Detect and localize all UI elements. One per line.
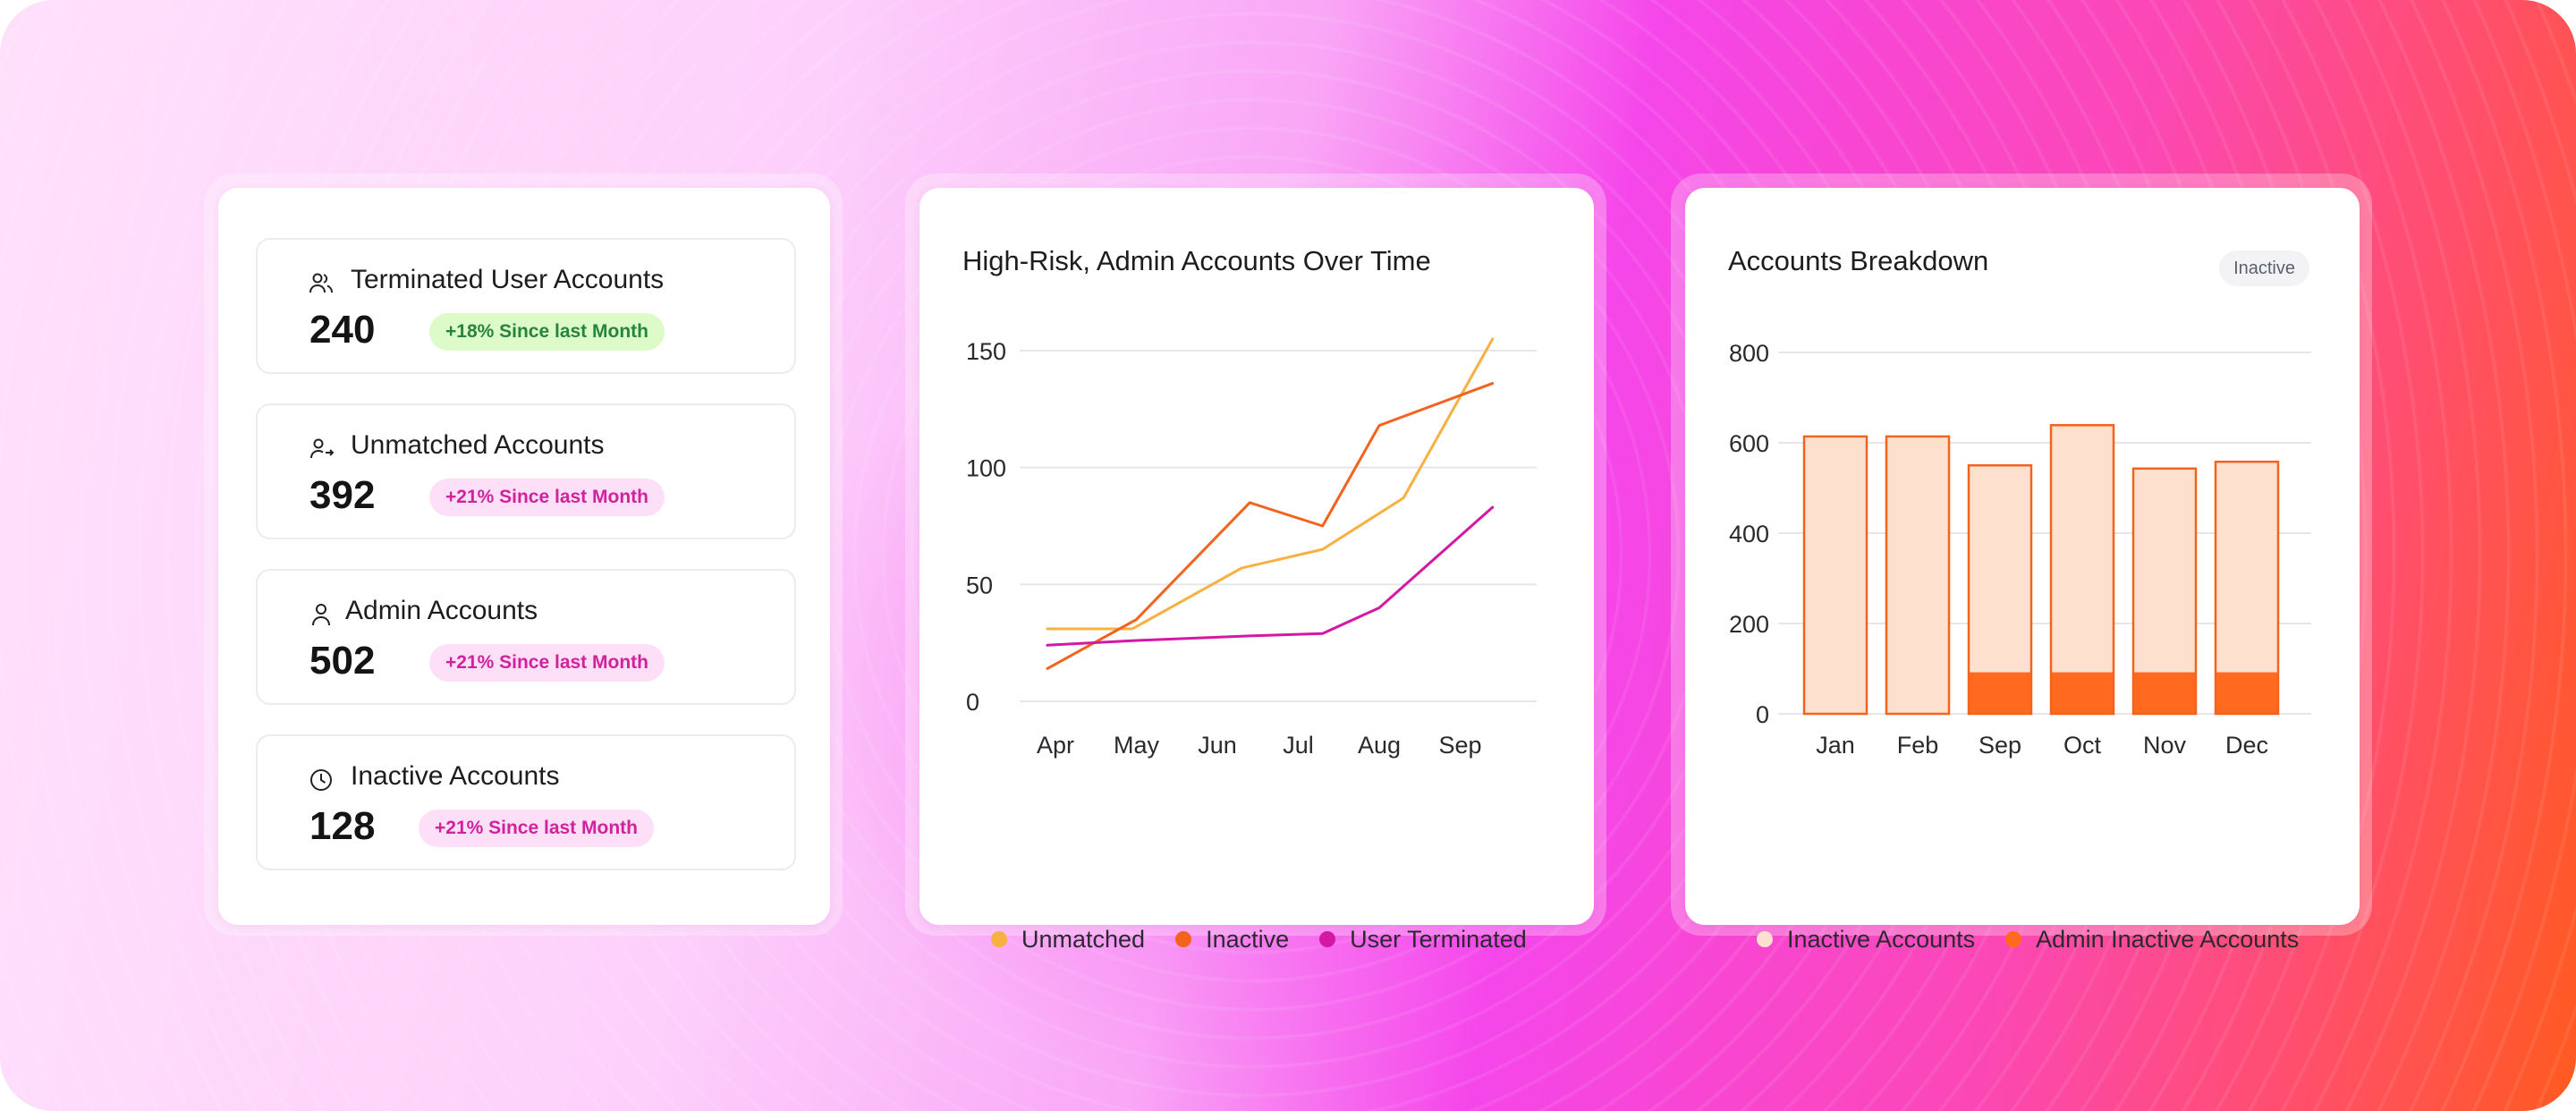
bar-x-tick: Jan [1816,732,1855,759]
bar-x-tick: Dec [2225,732,2268,759]
bar-y-tick: 600 [1729,430,1769,457]
stat-change-badge: +21% Since last Month [419,810,654,847]
stat-title: Inactive Accounts [351,761,560,791]
legend-dot [1757,931,1773,947]
line-series-user_terminated[interactable] [1046,505,1495,647]
stats-card: Terminated User Accounts 240 +18% Since la… [218,188,830,925]
bar-inactive-accounts[interactable] [1886,436,1949,714]
bar-chart-title: Accounts Breakdown [1728,245,1989,276]
bar-x-tick: Nov [2143,732,2187,759]
line-x-tick: Jul [1283,732,1314,759]
bar-outline [1885,435,1951,716]
stat-change-badge: +21% Since last Month [429,479,665,516]
stat-change-badge: +18% Since last Month [429,313,665,351]
bar-y-tick: 800 [1729,340,1769,367]
legend-dot [991,931,1007,947]
line-x-tick: Sep [1438,732,1481,759]
bar-outline [2049,424,2115,716]
bar-inactive-accounts[interactable] [1969,465,2031,673]
bar-outline [1967,464,2033,716]
legend-item-bar_dark[interactable]: Admin Inactive Accounts [2005,926,2299,954]
stat-title: Unmatched Accounts [351,430,605,460]
bar-outline [1802,435,1868,716]
legend-item-user_terminated[interactable]: User Terminated [1319,926,1527,954]
bar-x-tick: Sep [1979,732,2021,759]
bar-chart-card: Accounts Breakdown Inactive 0 200 400 600 80… [1685,188,2360,953]
line-series-inactive[interactable] [1046,382,1495,670]
legend-item-inactive[interactable]: Inactive [1175,926,1289,954]
stat-value: 240 [309,308,376,352]
legend-label: Admin Inactive Accounts [2036,925,2300,953]
line-x-tick: Aug [1358,732,1401,759]
bar-admin-inactive-accounts[interactable] [2216,672,2278,714]
bar-inactive-accounts[interactable] [2133,468,2196,673]
line-x-tick: Jun [1198,732,1237,759]
legend-label: User Terminated [1350,925,1527,953]
legend-item-unmatched[interactable]: Unmatched [991,926,1145,954]
stat-change-badge: +21% Since last Month [429,644,665,682]
bar-chart: 0 200 400 600 800 Jan Feb Sep Oct Nov Dec [1729,340,2311,759]
bar-inactive-accounts[interactable] [2216,462,2278,673]
user-arrow-icon [308,436,335,462]
inactive-filter-pill[interactable]: Inactive [2219,250,2309,286]
line-y-tick: 100 [966,455,1006,482]
bar-admin-inactive-accounts[interactable] [1969,672,2031,714]
stat-title: Terminated User Accounts [351,265,665,294]
stat-value: 128 [309,804,376,848]
line-y-tick: 150 [966,338,1006,365]
bar-y-tick: 200 [1729,611,1769,638]
bar-x-tick: Feb [1897,732,1939,759]
bar-outline [2214,460,2280,716]
line-chart-title: High-Risk, Admin Accounts Over Time [962,245,1431,276]
bar-inactive-accounts[interactable] [2051,425,2114,673]
stat-card-1[interactable]: Terminated User Accounts 240 +18% Since la… [256,238,796,374]
line-chart-card: High-Risk, Admin Accounts Over Time 0 50 1… [919,188,1594,953]
stat-title: Admin Accounts [345,596,538,625]
users-icon [308,270,335,297]
bar-admin-inactive-accounts[interactable] [2133,672,2196,714]
bar-y-tick: 400 [1729,521,1769,547]
legend-label: Inactive [1206,925,1290,953]
legend-dot [2005,931,2022,947]
line-x-tick: Apr [1037,732,1074,759]
bar-x-tick: Oct [2063,732,2102,759]
user-icon [308,601,335,628]
stat-value: 392 [309,473,376,517]
stat-card-2[interactable]: Unmatched Accounts 392 +21% Since last Mon… [256,403,796,539]
stat-value: 502 [309,639,376,683]
bar-chart-legend: Inactive Accounts Admin Inactive Accounts [1757,921,2299,957]
line-chart: 0 50 100 150 Apr May Jun Jul Aug Sep [966,337,1537,759]
line-y-tick: 50 [966,572,993,598]
bar-inactive-accounts[interactable] [1804,436,1867,714]
legend-item-bar_light[interactable]: Inactive Accounts [1757,926,1975,954]
legend-dot [1319,931,1336,947]
stat-card-3[interactable]: Admin Accounts 502 +21% Since last Month [256,569,796,705]
legend-label: Inactive Accounts [1787,925,1976,953]
bar-outline [2131,467,2198,716]
line-x-tick: May [1114,732,1160,759]
bar-y-tick: 0 [1756,701,1769,728]
legend-dot [1175,931,1192,947]
bar-admin-inactive-accounts[interactable] [2051,672,2114,714]
line-y-tick: 0 [966,689,979,716]
line-series-unmatched[interactable] [1046,337,1495,631]
stat-card-4[interactable]: Inactive Accounts 128 +21% Since last Mont… [256,734,796,870]
clock-icon [308,767,335,793]
legend-label: Unmatched [1021,925,1146,953]
line-chart-legend: Unmatched Inactive User Terminated [991,921,1527,957]
